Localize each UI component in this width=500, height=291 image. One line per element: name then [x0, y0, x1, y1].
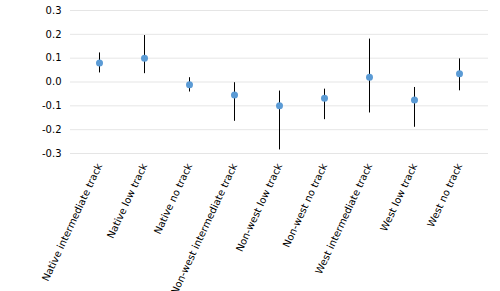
svg-text:0.2: 0.2	[46, 29, 62, 40]
svg-text:Non-west low track: Non-west low track	[234, 162, 285, 254]
svg-text:West no track: West no track	[425, 162, 464, 229]
svg-text:-0.1: -0.1	[42, 100, 62, 111]
svg-text:West low track: West low track	[378, 162, 419, 233]
svg-text:Native intermediate track: Native intermediate track	[40, 162, 104, 283]
svg-text:0.1: 0.1	[46, 52, 62, 63]
svg-text:-0.3: -0.3	[42, 148, 62, 159]
svg-text:West intermediate track: West intermediate track	[313, 162, 374, 276]
svg-text:-0.2: -0.2	[42, 124, 62, 135]
svg-text:0.3: 0.3	[46, 5, 62, 16]
svg-text:0.0: 0.0	[46, 76, 62, 87]
svg-text:Native no track: Native no track	[152, 162, 194, 236]
svg-text:Native low track: Native low track	[105, 162, 149, 240]
svg-text:Non-west intermediate track: Non-west intermediate track	[169, 162, 240, 291]
svg-text:Non-west no track: Non-west no track	[281, 162, 330, 250]
